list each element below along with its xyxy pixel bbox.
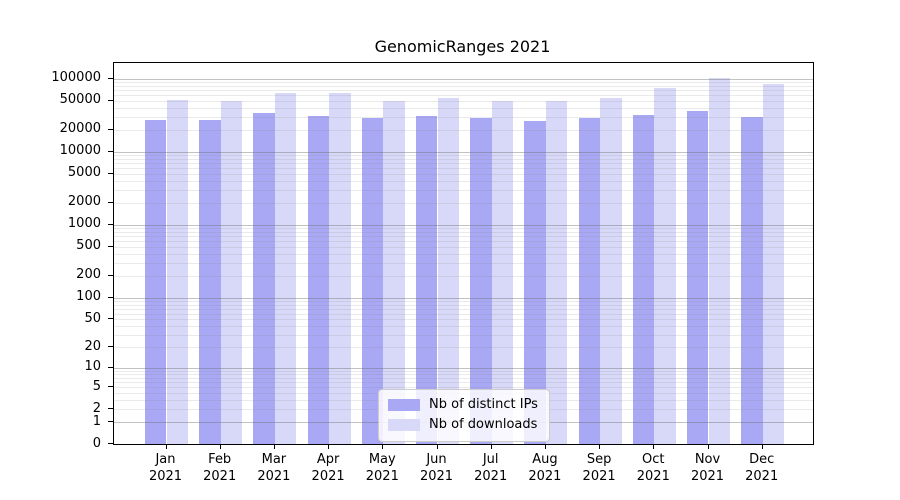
- plot-area: [113, 62, 814, 445]
- legend-label-distinct-ips: Nb of distinct IPs: [429, 397, 538, 412]
- y-axis-tick: [108, 128, 113, 130]
- bar-distinct-ips: [686, 111, 709, 444]
- bar-distinct-ips: [144, 120, 167, 444]
- y-axis-tick-label: 0: [92, 435, 101, 451]
- legend: Nb of distinct IPs Nb of downloads: [378, 389, 550, 442]
- y-axis-tick: [108, 386, 113, 388]
- legend-swatch-distinct-ips: [388, 399, 420, 411]
- y-axis-tick-label: 2000: [67, 194, 101, 210]
- x-axis-tick-label: Jun 2021: [419, 452, 454, 484]
- bar-downloads: [383, 101, 405, 444]
- x-axis-tick: [544, 444, 546, 449]
- x-axis-tick: [273, 444, 275, 449]
- bar-distinct-ips: [741, 117, 763, 444]
- x-axis-tick: [490, 444, 492, 449]
- y-axis-tick-label: 200: [76, 267, 101, 283]
- y-axis-tick-label: 20000: [59, 121, 101, 137]
- bar-distinct-ips: [470, 118, 492, 444]
- legend-row-distinct-ips: Nb of distinct IPs: [388, 395, 538, 415]
- x-axis-tick: [436, 444, 438, 449]
- y-axis-tick: [108, 274, 113, 276]
- x-axis-tick: [599, 444, 601, 449]
- legend-swatch-downloads: [388, 419, 420, 431]
- bar-distinct-ips: [253, 113, 275, 444]
- y-axis-tick-label: 100000: [51, 70, 101, 85]
- y-axis-tick-label: 20: [84, 338, 101, 354]
- x-axis-tick: [219, 444, 221, 449]
- bar-downloads: [437, 98, 460, 444]
- bar-distinct-ips: [199, 120, 221, 444]
- bar-distinct-ips: [578, 118, 601, 444]
- y-axis-tick: [108, 408, 113, 410]
- legend-label-downloads: Nb of downloads: [429, 417, 538, 432]
- bar-downloads: [491, 101, 514, 444]
- y-axis-tick-label: 50000: [59, 92, 101, 107]
- y-axis-tick: [108, 346, 113, 348]
- y-axis-tick-label: 1000: [67, 216, 101, 232]
- y-axis-tick-label: 10: [84, 359, 101, 375]
- x-axis-tick: [328, 444, 330, 449]
- bar-downloads: [545, 101, 568, 444]
- y-axis-tick: [108, 318, 113, 320]
- legend-row-downloads: Nb of downloads: [388, 415, 538, 435]
- y-axis-tick-label: 2: [92, 400, 101, 416]
- x-axis-tick-label: Jul 2021: [474, 452, 508, 484]
- x-axis-tick-label: Apr 2021: [311, 452, 345, 484]
- x-axis-tick: [165, 444, 167, 449]
- x-axis-tick-label: Oct 2021: [636, 452, 670, 484]
- y-axis-tick: [108, 296, 113, 298]
- x-axis-tick-label: Dec 2021: [745, 452, 779, 484]
- y-axis-tick-label: 5: [92, 378, 101, 394]
- bar-distinct-ips: [361, 118, 384, 444]
- x-axis-tick: [653, 444, 655, 449]
- y-axis-tick-label: 10000: [59, 143, 101, 159]
- x-axis-tick-label: Feb 2021: [203, 452, 237, 484]
- bar-distinct-ips: [632, 115, 655, 444]
- x-axis-tick: [382, 444, 384, 449]
- bar-downloads: [220, 101, 243, 444]
- y-axis-tick: [108, 150, 113, 152]
- y-axis-tick-label: 5000: [67, 165, 101, 181]
- x-axis-tick-label: Jan 2021: [148, 452, 183, 484]
- bar-distinct-ips: [415, 116, 438, 444]
- bar-distinct-ips: [307, 116, 330, 444]
- bar-downloads: [274, 93, 297, 444]
- y-axis-tick: [108, 245, 113, 247]
- y-axis-tick: [108, 223, 113, 225]
- x-axis-tick: [761, 444, 763, 449]
- x-axis-tick-label: Sep 2021: [582, 452, 616, 484]
- x-axis-tick-label: Nov 2021: [690, 452, 725, 484]
- y-axis-tick-label: 1: [92, 413, 101, 429]
- bar-downloads: [166, 100, 189, 444]
- bar-downloads: [762, 84, 785, 444]
- y-axis-tick: [108, 366, 113, 368]
- chart-title: GenomicRanges 2021: [374, 37, 551, 56]
- x-axis-tick: [707, 444, 709, 449]
- y-axis-tick: [108, 77, 113, 79]
- y-axis-tick: [108, 443, 113, 444]
- x-axis-tick-label: May 2021: [365, 452, 399, 484]
- y-axis-tick: [108, 201, 113, 203]
- y-axis-tick-label: 50: [84, 310, 101, 326]
- y-axis-tick: [108, 172, 113, 174]
- bar-downloads: [329, 93, 351, 444]
- x-axis-tick-label: Mar 2021: [257, 452, 291, 484]
- bar-downloads: [654, 88, 676, 444]
- y-axis-tick-label: 500: [76, 238, 101, 254]
- x-axis-tick-label: Aug 2021: [528, 452, 562, 484]
- y-axis-tick-label: 100: [76, 289, 101, 304]
- y-axis-tick: [108, 421, 113, 422]
- bar-downloads: [600, 98, 622, 444]
- y-axis-tick: [108, 99, 113, 101]
- bar-downloads: [708, 78, 731, 444]
- bar-distinct-ips: [524, 121, 546, 444]
